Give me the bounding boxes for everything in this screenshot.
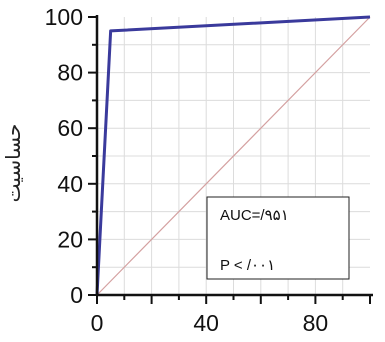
auc-value-label: AUC=/۹۵۱ bbox=[220, 207, 289, 224]
x-tick-label: 80 bbox=[303, 310, 329, 336]
y-tick-label: 100 bbox=[45, 4, 83, 30]
x-tick-label: 40 bbox=[193, 310, 219, 336]
y-tick-label: 80 bbox=[57, 60, 83, 86]
p-value-label: P < /۰۰۱ bbox=[220, 257, 275, 274]
y-tick-label: 40 bbox=[57, 171, 83, 197]
y-tick-label: 0 bbox=[70, 282, 83, 308]
y-axis-label: حساسیت bbox=[3, 124, 25, 203]
y-tick-label: 60 bbox=[57, 115, 83, 141]
x-tick-label: 0 bbox=[91, 310, 104, 336]
auc-annotation-box: AUC=/۹۵۱ P < /۰۰۱ bbox=[207, 197, 349, 279]
y-tick-label: 20 bbox=[57, 226, 83, 252]
